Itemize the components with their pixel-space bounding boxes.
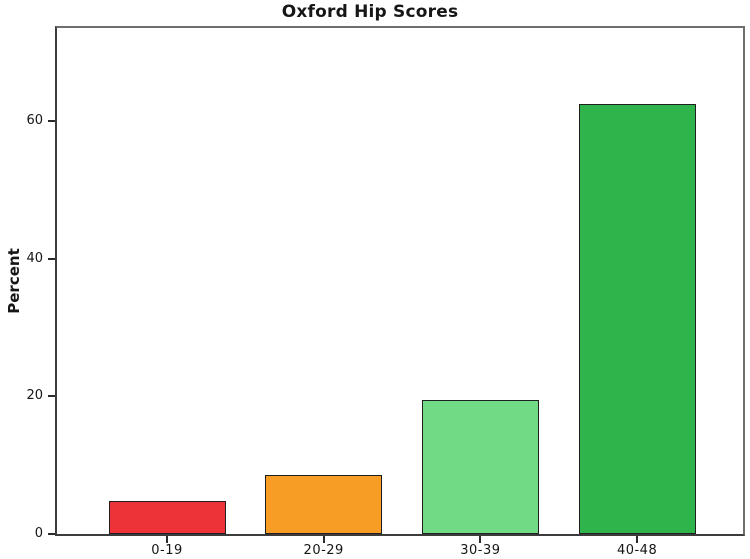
bar-40-48 [578, 103, 696, 534]
y-tick-mark [48, 533, 55, 535]
plot-area: 0 20 40 60 0-19 20-29 30-39 40-48 [26, 26, 745, 558]
chart-title: Oxford Hip Scores [281, 2, 459, 22]
y-tick-mark [48, 119, 55, 122]
y-tick-label: 0 [34, 526, 43, 541]
x-tick-label: 20-29 [303, 543, 344, 558]
y-tick-label: 60 [26, 112, 43, 128]
y-tick-label: 40 [26, 250, 43, 266]
bar-20-29 [265, 475, 383, 534]
y-tick-mark [48, 395, 55, 398]
y-tick-label: 20 [26, 388, 43, 404]
x-tick-label: 0-19 [151, 543, 183, 558]
x-tick-label: 30-39 [460, 543, 501, 558]
x-tick-mark [636, 536, 639, 543]
bar-0-19 [108, 500, 226, 534]
x-tick-mark [322, 536, 325, 543]
bar-30-39 [421, 399, 539, 534]
x-tick-label: 40-48 [616, 543, 658, 558]
x-tick-mark [479, 536, 482, 543]
y-tick-mark [48, 257, 55, 260]
x-tick-mark [166, 536, 168, 543]
